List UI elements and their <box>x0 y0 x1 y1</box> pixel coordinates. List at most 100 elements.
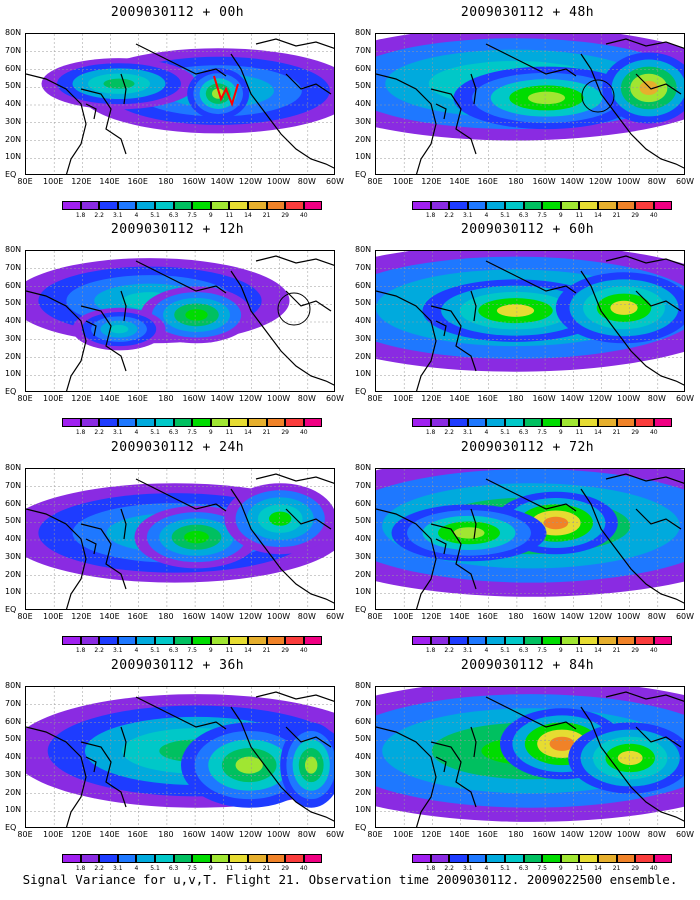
variance-map <box>375 686 685 828</box>
latitude-label: 10N <box>355 587 372 597</box>
variance-contour <box>617 750 643 766</box>
colorbar-swatch <box>154 418 174 427</box>
colorbar-swatch <box>504 418 524 427</box>
variance-contour <box>527 91 566 105</box>
colorbar-swatch <box>616 854 636 863</box>
colorbar-label: 40 <box>649 647 658 654</box>
colorbar-label: 2.2 <box>94 865 104 872</box>
longitude-label: 80E <box>367 612 383 621</box>
coastline <box>635 726 682 748</box>
colorbar-swatch <box>560 418 580 427</box>
latitude-label: 50N <box>355 298 372 308</box>
colorbar-swatch <box>542 201 561 210</box>
longitude-label: 140W <box>210 612 234 621</box>
variance-map <box>25 468 335 610</box>
colorbar-label: 5.1 <box>500 212 510 219</box>
latitude-label: 10N <box>5 805 22 815</box>
latitude-label: 80N <box>355 463 372 472</box>
latitude-label: 50N <box>5 298 22 308</box>
latitude-label: 20N <box>5 351 22 361</box>
latitude-label: 10N <box>355 369 372 379</box>
longitude-label: 60W <box>675 830 695 839</box>
coastline <box>26 508 87 609</box>
colorbar-swatch <box>173 201 193 210</box>
colorbar-label: 2.2 <box>444 647 454 654</box>
coastline <box>485 260 577 294</box>
latitude-label: EQ <box>5 605 17 614</box>
longitude-label: 120E <box>421 177 442 186</box>
longitude-label: 180 <box>158 830 174 839</box>
colorbar-swatch <box>80 201 100 210</box>
latitude-label: 40N <box>355 316 372 325</box>
longitude-label: 100E <box>43 177 64 186</box>
longitude-label: 60W <box>675 612 695 621</box>
colorbar-swatch <box>247 854 267 863</box>
latitude-label: 50N <box>5 734 22 744</box>
observation-circle <box>277 292 311 326</box>
colorbar-swatch <box>653 636 673 645</box>
latitude-label: EQ <box>355 170 367 179</box>
colorbar-label: 14 <box>594 865 602 872</box>
longitude-labels: 80E 100E 120E 140E 160E 180 160W 140W 120W 100W 80… <box>367 177 697 187</box>
coastline <box>120 726 127 758</box>
observation-circle <box>581 79 615 113</box>
latitude-label: 10N <box>5 369 22 379</box>
colorbar-swatch <box>597 201 617 210</box>
latitude-label: 80N <box>5 245 22 254</box>
coastline <box>26 73 87 174</box>
longitude-label: 120W <box>238 177 263 186</box>
longitude-label: 160E <box>127 612 148 621</box>
coastline <box>80 305 127 372</box>
colorbar-label: 9 <box>208 429 213 436</box>
longitude-label: 120E <box>421 612 442 621</box>
colorbar <box>412 854 673 863</box>
coastline <box>470 726 477 758</box>
panel-title: 2009030112 + 36h <box>110 658 245 673</box>
longitude-label: 140E <box>449 830 470 839</box>
colorbar-swatch <box>266 636 286 645</box>
latitude-label: 60N <box>5 63 22 73</box>
colorbar-label: 14 <box>244 865 252 872</box>
colorbar-label: 4 <box>484 212 489 219</box>
coastline <box>635 73 682 95</box>
colorbar-swatch <box>80 854 100 863</box>
colorbar-label: 1.8 <box>75 429 86 436</box>
colorbar-label: 7.5 <box>187 429 197 436</box>
longitude-label: 160W <box>532 612 556 621</box>
longitude-label: 120W <box>588 612 613 621</box>
colorbar-label: 29 <box>281 212 290 219</box>
coastline <box>26 290 87 391</box>
colorbar-label: 5.1 <box>500 429 510 436</box>
colorbar-label: 4 <box>484 647 489 654</box>
colorbar-label: 6.3 <box>518 429 529 436</box>
colorbar-label: 2.2 <box>94 429 104 436</box>
colorbar-label: 3.1 <box>113 647 123 654</box>
latitude-label: 40N <box>5 316 22 325</box>
colorbar-swatch <box>430 636 450 645</box>
latitude-label: 20N <box>5 569 22 579</box>
colorbar-label: 9 <box>208 865 213 872</box>
latitude-label: 40N <box>355 534 372 543</box>
variance-contour <box>639 80 659 96</box>
colorbar-label: 9 <box>208 647 213 654</box>
latitude-label: 20N <box>355 351 372 361</box>
latitude-label: 20N <box>5 134 22 144</box>
colorbar-label: 6.3 <box>168 865 179 872</box>
colorbar-swatch <box>136 201 155 210</box>
latitude-label: 60N <box>355 280 372 290</box>
longitude-label: 120E <box>421 394 442 403</box>
latitude-label: EQ <box>5 823 17 832</box>
colorbar-label: 5.1 <box>150 647 160 654</box>
coastline <box>470 73 477 105</box>
colorbar-swatch <box>285 201 304 210</box>
colorbar-label: 11 <box>575 429 584 436</box>
colorbar-label: 9 <box>558 865 563 872</box>
colorbar-label: 9 <box>208 212 213 219</box>
longitude-label: 160E <box>477 177 498 186</box>
colorbar-swatch <box>117 854 137 863</box>
colorbar-label: 1.8 <box>425 212 436 219</box>
longitude-label: 60W <box>325 612 345 621</box>
colorbar-swatch <box>579 636 598 645</box>
latitude-label: EQ <box>355 605 367 614</box>
panel-title: 2009030112 + 24h <box>110 440 245 455</box>
